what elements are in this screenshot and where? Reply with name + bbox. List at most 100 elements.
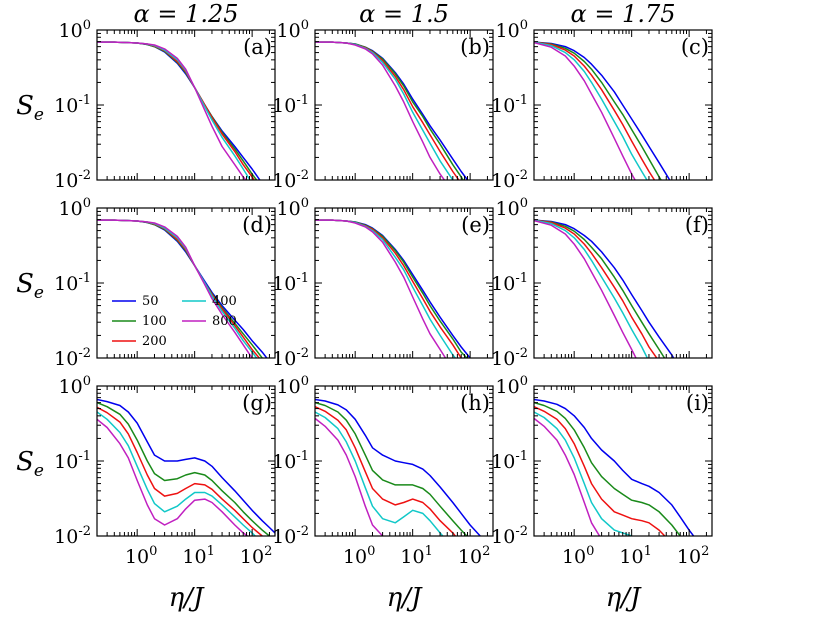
panel-f: (f) 100 10-1 10-2	[491, 196, 713, 370]
panel-h: (h) 100 10-1 10-2 100 101 102	[272, 374, 494, 568]
series-group	[315, 219, 472, 358]
series-line-100	[534, 41, 662, 180]
legend-label: 200	[142, 334, 167, 349]
plot-frame	[533, 29, 713, 181]
series-line-400	[534, 41, 648, 180]
tick-label: 10-2	[54, 524, 91, 548]
series-line-200	[315, 406, 457, 536]
series-line-50	[97, 398, 275, 534]
tick-label: 100	[496, 18, 528, 42]
panel-label: (e)	[461, 213, 490, 237]
plot-frame	[96, 385, 276, 537]
tick-label: 100	[59, 374, 91, 398]
y-axis-label: Se	[16, 91, 44, 125]
legend-label: 50	[142, 294, 159, 309]
column-title: α = 1.75	[570, 0, 675, 28]
tick-label: 100	[277, 374, 309, 398]
panel-e: (e) 100 10-1 10-2	[272, 196, 494, 370]
panel-d: (d) 100 10-1 10-2 Se	[16, 196, 276, 370]
plot-frame	[96, 29, 276, 181]
tick-label: 10-2	[491, 168, 528, 192]
tick-label: 102	[458, 544, 490, 568]
ticks	[314, 29, 493, 181]
panel-a: (a) 100 10-1 10-2 Se	[16, 18, 276, 192]
series-group	[97, 398, 275, 536]
series-line-800	[315, 219, 447, 358]
series-line-50	[534, 398, 695, 536]
plot-frame	[314, 207, 494, 359]
series-line-50	[315, 41, 469, 180]
tick-label: 100	[59, 196, 91, 220]
panel-i: (i) 100 10-1 10-2 100 101 102	[491, 374, 713, 568]
series-line-200	[315, 219, 463, 358]
tick-label: 10-2	[54, 346, 91, 370]
series-line-100	[97, 401, 271, 536]
series-line-200	[534, 406, 666, 536]
series-line-200	[97, 406, 264, 536]
panel-label: (h)	[460, 391, 490, 415]
plot-frame	[314, 385, 494, 537]
series-line-400	[315, 411, 444, 536]
tick-label: 10-2	[272, 346, 309, 370]
tick-label: 10-1	[491, 93, 528, 117]
series-group	[315, 41, 469, 180]
legend-label: 800	[212, 314, 237, 329]
tick-label: 102	[677, 544, 709, 568]
x-axis-label: η/J	[169, 583, 205, 613]
panel-label: (b)	[460, 35, 490, 59]
ticks	[96, 385, 275, 537]
y-axis-label: Se	[16, 269, 44, 303]
legend-label: 400	[212, 294, 237, 309]
tick-label: 10-1	[272, 271, 309, 295]
tick-label: 100	[125, 544, 157, 568]
series-line-800	[315, 41, 446, 180]
tick-label: 10-1	[272, 449, 309, 473]
x-axis-label: η/J	[606, 583, 642, 613]
tick-label: 10-1	[491, 271, 528, 295]
series-line-800	[97, 41, 247, 180]
x-axis-label: η/J	[387, 583, 423, 613]
series-line-800	[97, 418, 249, 536]
tick-label: 10-2	[491, 346, 528, 370]
series-line-800	[534, 219, 637, 358]
tick-label: 10-1	[272, 93, 309, 117]
tick-label: 100	[562, 544, 594, 568]
series-line-400	[534, 411, 635, 536]
tick-label: 100	[496, 196, 528, 220]
legend-label: 100	[142, 314, 167, 329]
series-group	[315, 398, 482, 536]
tick-label: 101	[182, 544, 214, 568]
series-line-50	[97, 41, 261, 180]
plot-frame	[533, 207, 713, 359]
tick-label: 100	[277, 18, 309, 42]
series-group	[534, 398, 695, 536]
series-line-100	[534, 219, 666, 358]
tick-label: 10-2	[54, 168, 91, 192]
panel-label: (d)	[242, 213, 272, 237]
series-line-100	[315, 401, 468, 536]
plot-frame	[533, 385, 713, 537]
series-line-100	[534, 401, 682, 536]
series-line-100	[315, 219, 468, 358]
series-line-400	[97, 411, 257, 536]
series-line-200	[534, 219, 658, 358]
tick-label: 10-1	[54, 449, 91, 473]
panel-label: (g)	[242, 391, 272, 415]
panel-b: (b) 100 10-1 10-2	[272, 18, 494, 192]
series-line-400	[315, 41, 454, 180]
series-line-200	[534, 41, 656, 180]
panel-label: (i)	[686, 391, 709, 415]
tick-label: 100	[496, 374, 528, 398]
series-line-200	[97, 41, 256, 180]
tick-label: 10-2	[272, 524, 309, 548]
tick-label: 10-2	[272, 168, 309, 192]
tick-label: 102	[240, 544, 272, 568]
tick-label: 100	[277, 196, 309, 220]
series-group	[97, 41, 261, 180]
series-line-800	[315, 417, 386, 536]
y-axis-label: Se	[16, 447, 44, 481]
series-line-50	[315, 219, 472, 358]
series-line-800	[534, 417, 601, 536]
tick-label: 10-2	[491, 524, 528, 548]
